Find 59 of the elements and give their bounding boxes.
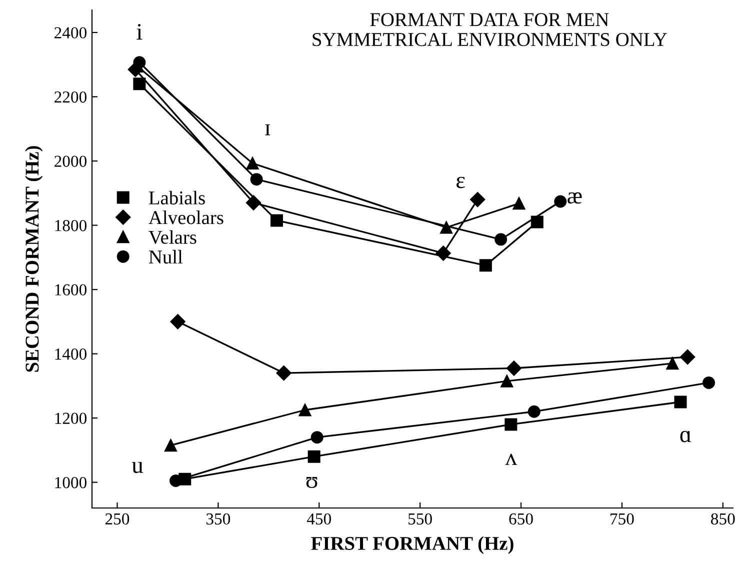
point [310,431,324,444]
point [702,376,716,389]
y-tick-label: 1600 [55,284,87,296]
annotation: æ [568,192,582,204]
point [479,259,492,272]
x-tick-label: 350 [206,513,230,525]
point [298,404,312,416]
point [270,214,283,227]
point [512,197,526,210]
x-tick-label: 850 [711,513,735,525]
point [133,78,146,90]
x-axis-title: FIRST FORMANT (Hz) [311,536,514,554]
text: SYMMETRICAL ENVIRONMENTS ONLY [312,33,667,46]
y-tick-label: 1800 [55,220,87,232]
legend-label: Velars [148,230,196,244]
annotation: ɑ [680,430,691,442]
point [164,439,177,452]
point [554,195,567,208]
point [506,360,522,376]
point [436,246,451,261]
point [528,405,540,418]
y-tick-label: 1000 [55,476,87,488]
chart-title: FORMANT DATA FOR MEN [370,13,609,26]
point [246,195,262,210]
y-tick-label: 1200 [55,412,87,424]
point [170,314,186,330]
point [440,221,453,234]
point [308,450,320,463]
annotation: ʌ [505,454,518,465]
x-tick-label: 650 [509,513,533,525]
point [250,173,263,186]
annotation: ʊ [306,476,318,488]
annotation: ɛ [456,176,465,188]
annotation: i [136,24,142,40]
x-tick-label: 250 [105,513,130,525]
y-tick-label: 2200 [54,91,87,103]
point [133,56,146,69]
y-axis-title: SECOND FORMANT (Hz) [25,146,43,372]
y-tick-label: 2000 [54,156,87,167]
legend-label: Null [148,250,183,264]
point [666,357,679,370]
annotation: u [132,462,144,474]
legend-label: Alveolars [148,210,224,224]
x-tick-label: 750 [610,513,634,525]
y-tick-label: 2400 [54,27,87,38]
point [494,233,508,246]
point [504,418,518,431]
point [500,374,514,388]
x-tick-label: 550 [408,513,432,525]
legend-label: Labials [148,190,205,204]
point [246,157,259,170]
y-tick-label: 1400 [55,348,87,360]
point [276,365,292,381]
annotation: ɪ [265,124,270,136]
point [674,396,687,408]
point [680,349,696,365]
point [470,192,486,208]
point [530,216,544,228]
x-tick-label: 450 [306,513,331,525]
